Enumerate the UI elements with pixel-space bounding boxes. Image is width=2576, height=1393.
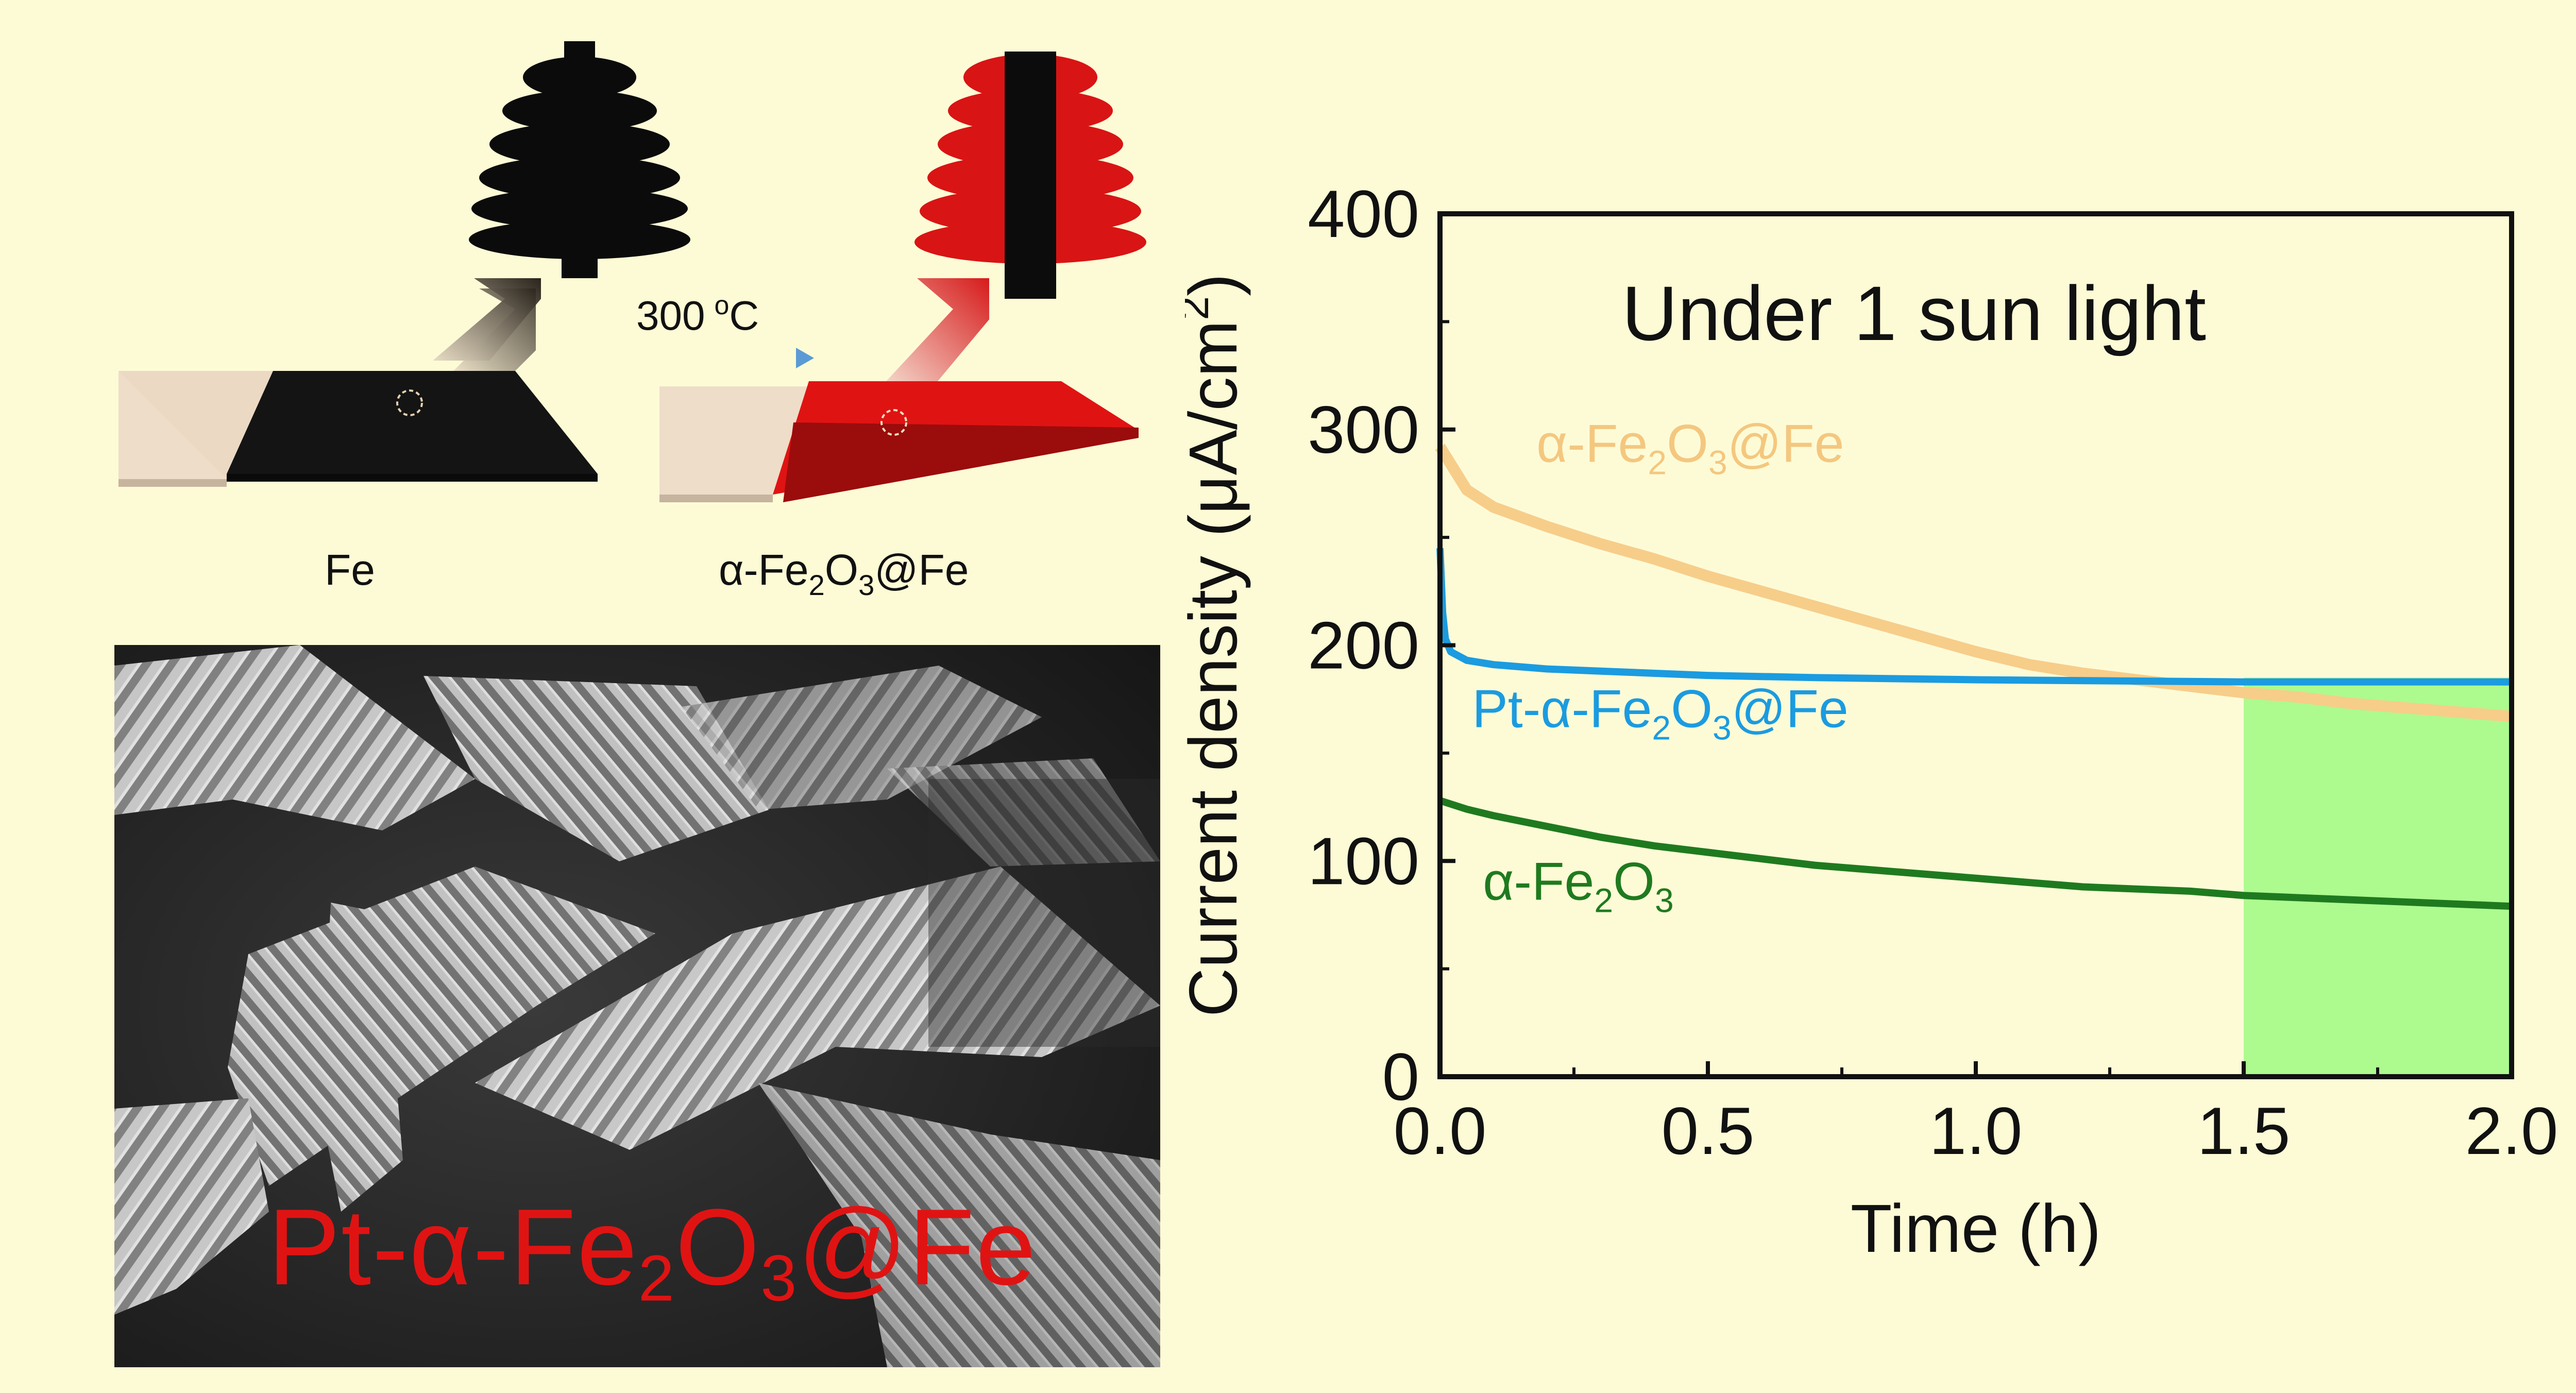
series-line-1 (1435, 444, 2512, 722)
y-tick-label: 300 (1308, 392, 1419, 467)
y-tick-label: 400 (1308, 176, 1419, 251)
oxide-zoom-arrow (886, 278, 989, 381)
series-line-3 (1438, 797, 2512, 910)
highlight-region (2244, 677, 2512, 1077)
chart-annotation: Under 1 sun light (1622, 270, 2206, 356)
current-density-chart: 0.0 0.5 1.0 1.5 2.0 0 100 200 300 400 Under 1 sun… (1185, 176, 2558, 1266)
series-label-1: α-Fe2O3@Fe (1536, 414, 1844, 482)
y-axis-label: Current density (μA/cm2) (1185, 274, 1251, 1017)
fe-dendrite-icon (469, 41, 690, 278)
temperature-label: 300 oC (636, 291, 759, 338)
x-tick-label: 0.0 (1394, 1093, 1487, 1168)
x-tick-label: 1.0 (1929, 1093, 2023, 1168)
oxide-label: α-Fe2O3@Fe (719, 546, 969, 601)
oxide-dendrite-icon (914, 52, 1146, 299)
y-tick-label: 100 (1308, 823, 1419, 898)
sem-image (114, 645, 1160, 1367)
transform-arrow (618, 348, 814, 368)
y-tick-label: 0 (1382, 1039, 1419, 1114)
series-line-2 (1436, 548, 2512, 686)
fe-label: Fe (325, 546, 375, 594)
series-label-3: α-Fe2O3 (1483, 852, 1673, 920)
sem-sample-label: Pt-α-Fe2O3@Fe (268, 1186, 1037, 1315)
synthesis-scheme: Fe α-Fe2O3@Fe 300 oC (118, 41, 1146, 601)
x-tick-label: 0.5 (1662, 1093, 1755, 1168)
y-tick-label: 200 (1308, 608, 1419, 683)
x-axis-label: Time (h) (1851, 1191, 2101, 1266)
fe-plate (118, 371, 598, 487)
x-tick-label: 1.5 (2197, 1093, 2291, 1168)
oxide-plate (659, 381, 1139, 502)
series-label-2: Pt-α-Fe2O3@Fe (1472, 679, 1848, 747)
x-tick-label: 2.0 (2465, 1093, 2558, 1168)
